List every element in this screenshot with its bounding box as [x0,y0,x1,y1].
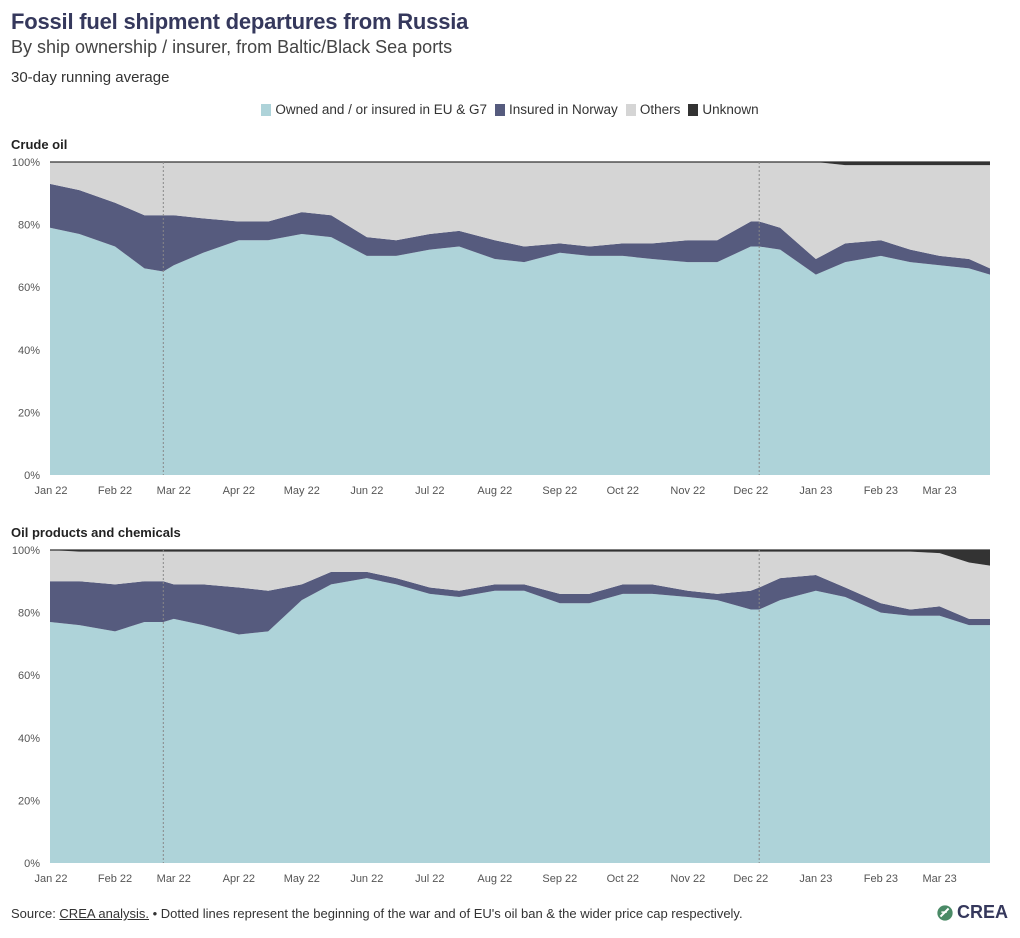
legend-item-norway[interactable]: Insured in Norway [495,102,618,117]
x-tick-label: Oct 22 [607,873,639,885]
x-tick-label: May 22 [284,873,320,885]
x-tick-label: Oct 22 [607,485,639,497]
legend-item-unknown[interactable]: Unknown [688,102,759,117]
crea-logo: CREA [936,902,1008,923]
crea-leaf-icon [937,904,953,921]
x-tick-label: Nov 22 [670,873,705,885]
legend-swatch [261,103,272,116]
y-tick-label: 100% [12,157,40,169]
x-tick-label: Jan 22 [34,485,67,497]
legend: Owned and / or insured in EU & G7 Insure… [0,102,1020,117]
chart-note: 30-day running average [11,69,170,86]
y-tick-label: 0% [24,858,40,870]
chart-title: Fossil fuel shipment departures from Rus… [11,9,469,34]
x-tick-label: Nov 22 [670,485,705,497]
legend-item-eu-g7[interactable]: Owned and / or insured in EU & G7 [261,102,487,117]
y-tick-label: 20% [18,407,40,419]
x-tick-label: May 22 [284,485,320,497]
x-tick-label: Jul 22 [415,485,444,497]
y-tick-label: 40% [18,733,40,745]
source-link[interactable]: CREA analysis. [59,906,150,921]
x-tick-label: Mar 22 [157,485,191,497]
x-tick-label: Jan 23 [799,485,832,497]
x-tick-label: Mar 23 [923,485,957,497]
y-tick-label: 20% [18,795,40,807]
logo-text: CREA [956,902,1008,922]
legend-swatch [495,103,505,116]
legend-label: Insured in Norway [509,102,618,117]
y-tick-label: 60% [18,282,40,294]
legend-item-others[interactable]: Others [625,102,681,117]
chart-subtitle: By ship ownership / insurer, from Baltic… [11,37,453,57]
y-tick-label: 80% [18,220,40,232]
x-tick-label: Feb 23 [864,485,898,497]
x-tick-label: Feb 23 [864,873,898,885]
y-tick-label: 40% [18,345,40,357]
panel-title-oil-products: Oil products and chemicals [11,525,181,540]
x-tick-label: Jan 23 [799,873,832,885]
footer: Source: CREA analysis. • Dotted lines re… [11,906,743,921]
x-tick-label: Jul 22 [415,873,444,885]
x-tick-label: Jun 22 [350,485,383,497]
panel-title-crude-oil: Crude oil [11,137,68,152]
x-tick-label: Jan 22 [34,873,67,885]
legend-label: Unknown [702,102,759,117]
x-tick-label: Mar 22 [157,873,191,885]
x-tick-label: Aug 22 [477,873,512,885]
x-tick-label: Sep 22 [542,485,577,497]
footer-text: • Dotted lines represent the beginning o… [149,906,743,921]
x-tick-label: Aug 22 [477,485,512,497]
y-tick-label: 80% [18,608,40,620]
area-eu-g7 [50,227,990,475]
y-tick-label: 100% [12,545,40,557]
x-tick-label: Mar 23 [923,873,957,885]
legend-label: Owned and / or insured in EU & G7 [275,102,487,117]
legend-label: Others [639,102,681,117]
x-tick-label: Sep 22 [542,873,577,885]
crude-oil-chart: 0% 20% 40% 60% 80% 100% Jan 22 Feb 22 Mar 22 Apr … [12,157,990,497]
x-tick-label: Jun 22 [350,873,383,885]
footer-source-prefix: Source: [11,906,60,921]
area-norway [50,571,990,635]
area-others [50,162,990,269]
area-norway [50,183,990,275]
oil-products-chart: 0% 20% 40% 60% 80% 100% Jan 22 Feb 22 Mar 22 Apr … [12,545,990,885]
y-tick-label: 60% [18,670,40,682]
x-tick-label: Dec 22 [733,873,768,885]
x-tick-label: Apr 22 [223,873,255,885]
area-others [50,550,990,619]
y-tick-label: 0% [24,470,40,482]
x-tick-label: Dec 22 [733,485,768,497]
x-tick-label: Feb 22 [98,873,132,885]
legend-swatch [688,103,699,116]
x-tick-label: Feb 22 [98,485,132,497]
x-tick-label: Apr 22 [223,485,255,497]
legend-swatch [625,103,636,116]
area-eu-g7 [50,578,990,863]
